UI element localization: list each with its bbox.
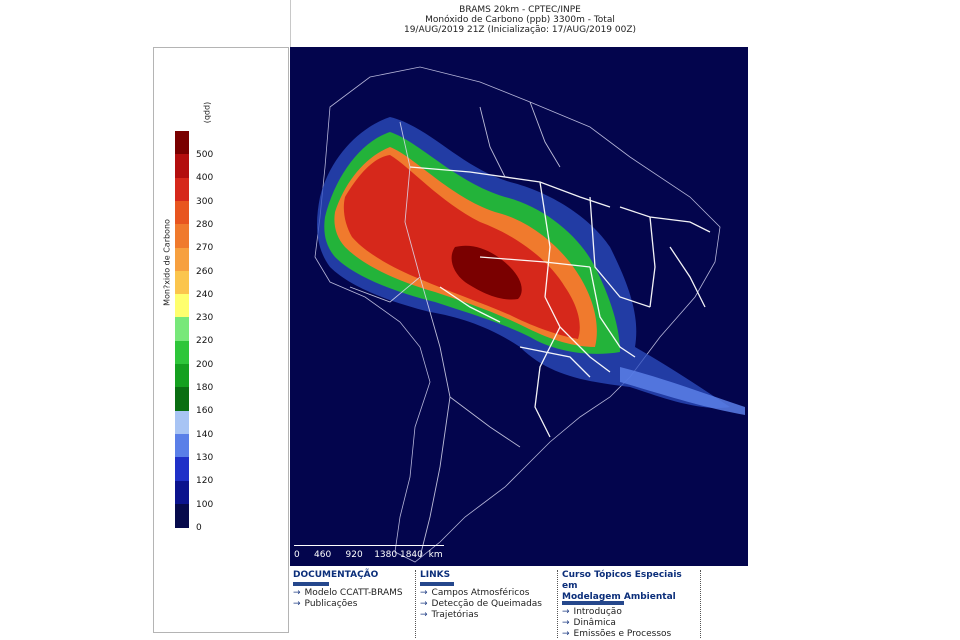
documentacao-heading: DOCUMENTAÇÃO — [293, 570, 379, 580]
footer-links: LINKS → Campos Atmosféricos → Detecção de … — [420, 570, 552, 621]
scale-label-1380: 1380 — [374, 550, 398, 560]
scale-label-920: 920 — [345, 550, 363, 560]
colorbar-segment — [175, 364, 189, 388]
map-panel[interactable] — [290, 47, 748, 566]
header-divider — [290, 0, 291, 47]
colorbar-label: 100 — [196, 499, 214, 510]
curso-heading-line2: Modelagem Ambiental — [562, 592, 676, 602]
links-heading: LINKS — [420, 570, 451, 580]
arrow-right-icon: → — [420, 599, 428, 609]
colorbar-label: 280 — [196, 219, 214, 230]
colorbar-label: 220 — [196, 336, 214, 347]
colorbar-segment — [175, 131, 189, 155]
colorbar-label: 500 — [196, 150, 214, 160]
scale-label-km: km — [428, 550, 443, 560]
colorbar-segment — [175, 317, 189, 342]
colorbar-segment — [175, 200, 189, 225]
colorbar-segment — [175, 247, 189, 272]
arrow-right-icon: → — [293, 599, 301, 609]
link-campos-atmosfericos[interactable]: → Campos Atmosféricos — [420, 588, 530, 598]
arrow-right-icon: → — [562, 607, 570, 617]
link-introducao[interactable]: → Introdução — [562, 607, 622, 617]
arrow-right-icon: → — [562, 629, 570, 639]
colorbar-segment — [175, 270, 189, 295]
footer-divider — [700, 570, 701, 638]
footer-documentacao: DOCUMENTAÇÃO → Modelo CCATT-BRAMS → Public… — [293, 570, 411, 610]
link-dinamica[interactable]: → Dinâmica — [562, 618, 616, 628]
link-emissoes-e-processos[interactable]: → Emissões e Processos — [562, 629, 672, 639]
legend-unit: (ppb) — [203, 101, 213, 124]
colorbar — [175, 131, 189, 528]
footer-curso: Curso Tópicos Especiais em Modelagem Amb… — [562, 570, 698, 640]
scale-label-460: 460 — [314, 550, 332, 560]
colorbar-segment — [175, 503, 189, 528]
legend-panel — [153, 47, 289, 633]
colorbar-label: 120 — [196, 476, 214, 487]
scale-label-0: 0 — [294, 550, 300, 560]
link-publicacoes[interactable]: → Publicações — [293, 599, 358, 609]
colorbar-label: 400 — [196, 173, 214, 184]
colorbar-segment — [175, 387, 189, 412]
curso-underline — [562, 601, 624, 605]
curso-heading-line1: Curso Tópicos Especiais em — [562, 570, 682, 591]
link-deteccao-de-queimadas[interactable]: → Detecção de Queimadas — [420, 599, 542, 609]
arrow-right-icon: → — [562, 618, 570, 628]
colorbar-segment — [175, 340, 189, 365]
coastline — [314, 66, 721, 563]
colorbar-segment — [175, 480, 189, 505]
map-title: BRAMS 20km - CPTEC/INPE Monóxido de Carb… — [300, 5, 740, 35]
colorbar-segment — [175, 457, 189, 481]
colorbar-label: 300 — [196, 196, 214, 207]
colorbar-segment — [175, 294, 189, 318]
title-line-model: BRAMS 20km - CPTEC/INPE — [459, 5, 581, 15]
colorbar-label: 0 — [196, 522, 202, 533]
arrow-right-icon: → — [293, 588, 301, 598]
link-trajetorias[interactable]: → Trajetórias — [420, 610, 479, 620]
colorbar-segment — [175, 433, 189, 458]
colorbar-label: 200 — [196, 359, 214, 370]
colorbar-segment — [175, 177, 189, 202]
colorbar-label: 160 — [196, 406, 214, 417]
scale-labels: 0 460 920 1380 1840 km — [294, 550, 443, 560]
co-plume-core — [451, 245, 522, 300]
colorbar-label: 270 — [196, 243, 214, 254]
documentacao-underline — [293, 582, 329, 586]
colorbar-segment — [175, 154, 189, 179]
legend-axis-title: Mon?xido de Carbono — [162, 219, 172, 306]
title-line-date: 19/AUG/2019 21Z (Inicialização: 17/AUG/2… — [403, 25, 637, 35]
colorbar-label: 260 — [196, 266, 214, 277]
country-borders — [349, 101, 561, 558]
colorbar-label: 180 — [196, 383, 214, 393]
south-america-map — [314, 66, 745, 563]
footer-divider — [415, 570, 416, 638]
colorbar-label: 140 — [196, 429, 214, 440]
links-underline — [420, 582, 454, 586]
colorbar-segment — [175, 224, 189, 248]
arrow-right-icon: → — [420, 588, 428, 598]
title-line-variable: Monóxido de Carbono (ppb) 3300m - Total — [425, 15, 615, 25]
footer-divider — [557, 570, 558, 638]
colorbar-label: 230 — [196, 313, 214, 324]
link-modelo-ccatt-brams[interactable]: → Modelo CCATT-BRAMS — [293, 588, 403, 598]
colorbar-label: 130 — [196, 452, 214, 463]
state-borders — [409, 166, 711, 438]
colorbar-segment — [175, 410, 189, 435]
atlantic-tail — [620, 367, 745, 415]
scale-bar — [294, 545, 444, 546]
scale-label-1840: 1840 — [399, 550, 423, 560]
colorbar-label: 240 — [196, 289, 214, 300]
arrow-right-icon: → — [420, 610, 428, 620]
